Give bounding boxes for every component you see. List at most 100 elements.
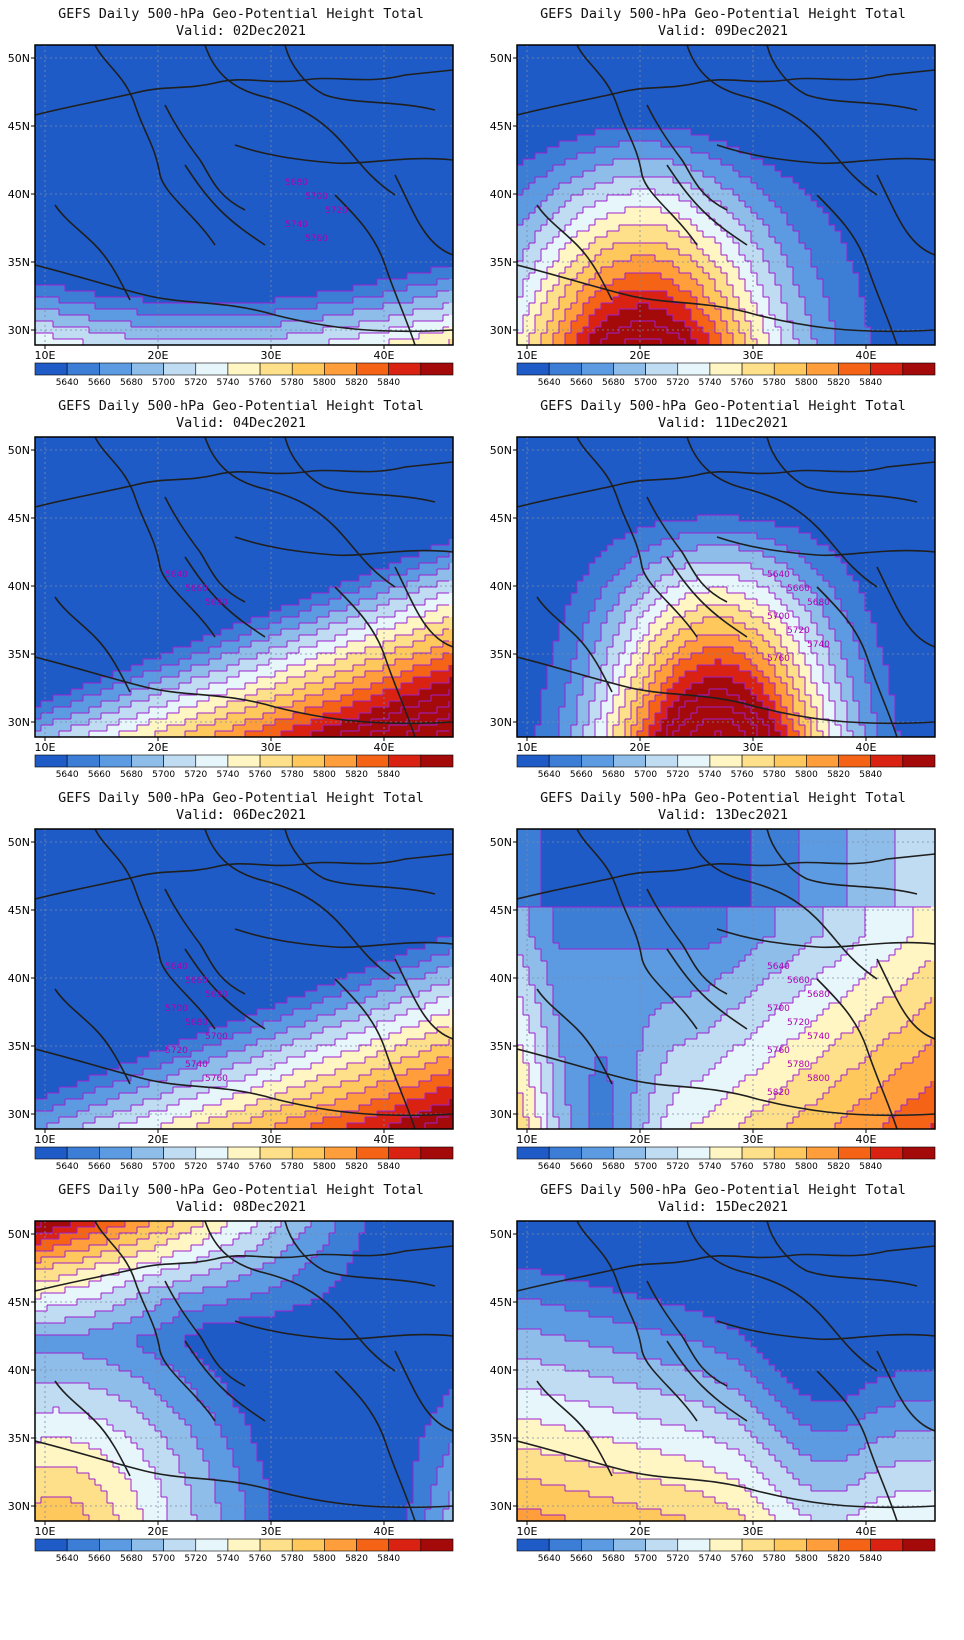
field-cell — [215, 219, 222, 226]
field-cell — [125, 237, 132, 244]
field-cell — [895, 51, 902, 58]
field-cell — [125, 183, 132, 190]
field-cell — [53, 63, 60, 70]
field-cell — [305, 45, 312, 52]
field-cell — [925, 69, 932, 76]
field-cell — [257, 105, 264, 112]
field-cell — [613, 153, 620, 160]
field-cell — [425, 321, 432, 328]
field-cell — [703, 129, 710, 136]
field-cell — [251, 87, 258, 94]
field-cell — [167, 159, 174, 166]
field-cell — [517, 99, 524, 106]
field-cell — [197, 45, 204, 52]
field-cell — [553, 141, 560, 148]
field-cell — [323, 45, 330, 52]
field-cell — [541, 153, 548, 160]
field-cell — [119, 171, 126, 178]
field-cell — [137, 171, 144, 178]
field-cell — [227, 75, 234, 82]
field-cell — [679, 69, 686, 76]
field-cell — [125, 129, 132, 136]
field-cell — [425, 225, 432, 232]
field-cell — [95, 81, 102, 88]
field-cell — [137, 87, 144, 94]
field-cell — [413, 159, 420, 166]
field-cell — [619, 153, 626, 160]
field-cell — [341, 159, 348, 166]
field-cell — [53, 309, 60, 316]
field-cell — [395, 243, 402, 250]
field-cell — [65, 69, 72, 76]
field-cell — [619, 63, 626, 70]
field-cell — [793, 69, 800, 76]
field-cell — [53, 117, 60, 124]
field-cell — [889, 51, 896, 58]
field-cell — [437, 309, 444, 316]
field-cell — [829, 99, 836, 106]
field-cell — [197, 249, 204, 256]
field-cell — [179, 237, 186, 244]
field-cell — [329, 57, 336, 64]
field-cell — [161, 57, 168, 64]
field-cell — [41, 327, 48, 334]
field-cell — [305, 123, 312, 130]
field-cell — [769, 45, 776, 52]
field-cell — [317, 315, 324, 322]
field-cell — [401, 141, 408, 148]
field-cell — [643, 129, 650, 136]
field-cell — [71, 279, 78, 286]
field-cell — [691, 69, 698, 76]
field-cell — [329, 51, 336, 58]
field-cell — [149, 219, 156, 226]
field-cell — [239, 117, 246, 124]
field-cell — [125, 339, 132, 345]
field-cell — [757, 147, 764, 154]
field-cell — [745, 75, 752, 82]
field-cell — [77, 75, 84, 82]
field-cell — [613, 105, 620, 112]
field-cell — [59, 123, 66, 130]
field-cell — [143, 195, 150, 202]
field-cell — [257, 303, 264, 310]
field-cell — [161, 129, 168, 136]
field-cell — [341, 111, 348, 118]
field-cell — [59, 297, 66, 304]
field-cell — [137, 183, 144, 190]
field-cell — [293, 231, 300, 238]
field-cell — [601, 99, 608, 106]
field-cell — [287, 297, 294, 304]
field-cell — [125, 207, 132, 214]
field-cell — [77, 141, 84, 148]
field-cell — [847, 51, 854, 58]
field-cell — [871, 69, 878, 76]
field-cell — [221, 93, 228, 100]
field-cell — [541, 81, 548, 88]
field-cell — [173, 279, 180, 286]
field-cell — [745, 165, 752, 172]
field-cell — [209, 87, 216, 94]
field-cell — [925, 105, 932, 112]
field-cell — [173, 333, 180, 340]
field-cell — [691, 111, 698, 118]
field-cell — [83, 279, 90, 286]
field-cell — [565, 153, 572, 160]
field-cell — [359, 219, 366, 226]
field-cell — [209, 213, 216, 220]
field-cell — [221, 171, 228, 178]
field-cell — [167, 63, 174, 70]
field-cell — [131, 225, 138, 232]
field-cell — [89, 243, 96, 250]
field-cell — [377, 177, 384, 184]
field-cell — [269, 81, 276, 88]
field-cell — [83, 57, 90, 64]
field-cell — [865, 57, 872, 64]
field-cell — [263, 225, 270, 232]
field-cell — [149, 129, 156, 136]
field-cell — [113, 243, 120, 250]
field-cell — [95, 111, 102, 118]
field-cell — [793, 57, 800, 64]
field-cell — [901, 129, 908, 136]
field-cell — [137, 81, 144, 88]
field-cell — [89, 255, 96, 262]
